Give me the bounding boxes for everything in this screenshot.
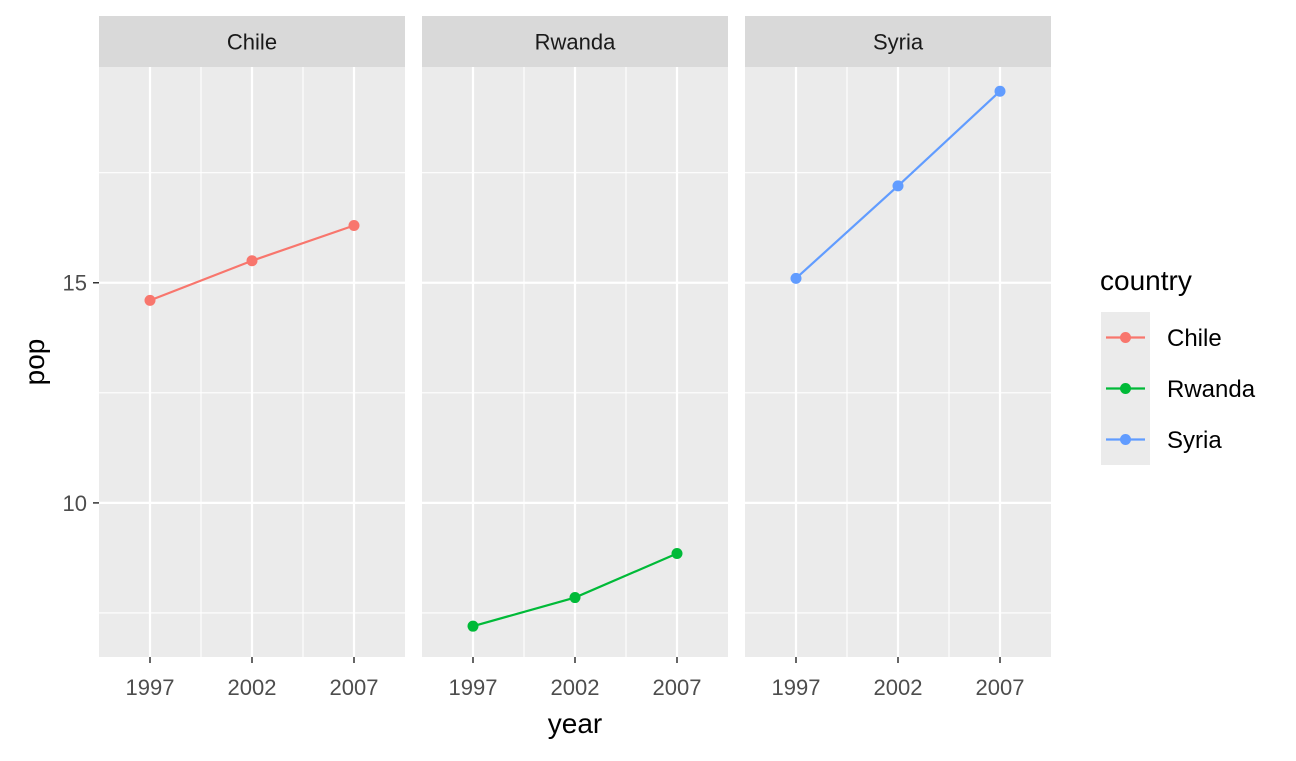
data-point-rwanda — [569, 592, 581, 604]
axes: 1997 2002 2007 1997 2002 2007 1997 2002 2007 10 15… — [19, 271, 1024, 739]
data-point-syria — [790, 272, 802, 284]
facet-strip-label: Chile — [227, 30, 277, 55]
x-tick-label: 2007 — [330, 675, 379, 700]
legend-item-chile: Chile — [1101, 312, 1222, 363]
facet-panel-syria: Syria — [745, 16, 1051, 657]
x-tick-label: 2007 — [653, 675, 702, 700]
data-point-syria — [892, 180, 904, 192]
panels: Chile Rwanda Syria — [99, 16, 1051, 657]
y-tick-label: 15 — [63, 271, 87, 296]
data-point-chile — [246, 255, 258, 267]
x-axis-title: year — [548, 708, 602, 739]
x-tick-label: 2007 — [976, 675, 1025, 700]
facet-panel-chile: Chile — [99, 16, 405, 657]
data-point-chile — [348, 220, 360, 232]
facet-strip-label: Rwanda — [535, 30, 616, 55]
data-point-chile — [144, 294, 156, 306]
facet-strip — [745, 16, 1051, 67]
x-tick-label: 2002 — [228, 675, 277, 700]
x-tick-label: 1997 — [126, 675, 175, 700]
data-point-rwanda — [467, 620, 479, 632]
x-tick-label: 2002 — [551, 675, 600, 700]
legend-title: country — [1100, 265, 1192, 296]
data-point-rwanda — [671, 548, 683, 560]
y-tick-label: 10 — [63, 491, 87, 516]
facet-strip-label: Syria — [873, 30, 924, 55]
legend-item-syria: Syria — [1101, 414, 1222, 465]
x-tick-label: 1997 — [772, 675, 821, 700]
facet-strip — [99, 16, 405, 67]
facet-strip — [422, 16, 728, 67]
legend-key-point — [1120, 332, 1131, 343]
data-point-syria — [994, 85, 1006, 97]
legend-label: Chile — [1167, 325, 1222, 352]
legend-label: Syria — [1167, 427, 1222, 454]
x-tick-label: 2002 — [874, 675, 923, 700]
legend-item-rwanda: Rwanda — [1101, 363, 1256, 414]
legend-key-point — [1120, 434, 1131, 445]
legend-key-point — [1120, 383, 1131, 394]
facet-panel-rwanda: Rwanda — [422, 16, 728, 657]
y-axis-title: pop — [19, 339, 50, 386]
legend: country Chile Rwanda Syria — [1100, 265, 1256, 465]
legend-label: Rwanda — [1167, 376, 1256, 403]
x-tick-label: 1997 — [449, 675, 498, 700]
